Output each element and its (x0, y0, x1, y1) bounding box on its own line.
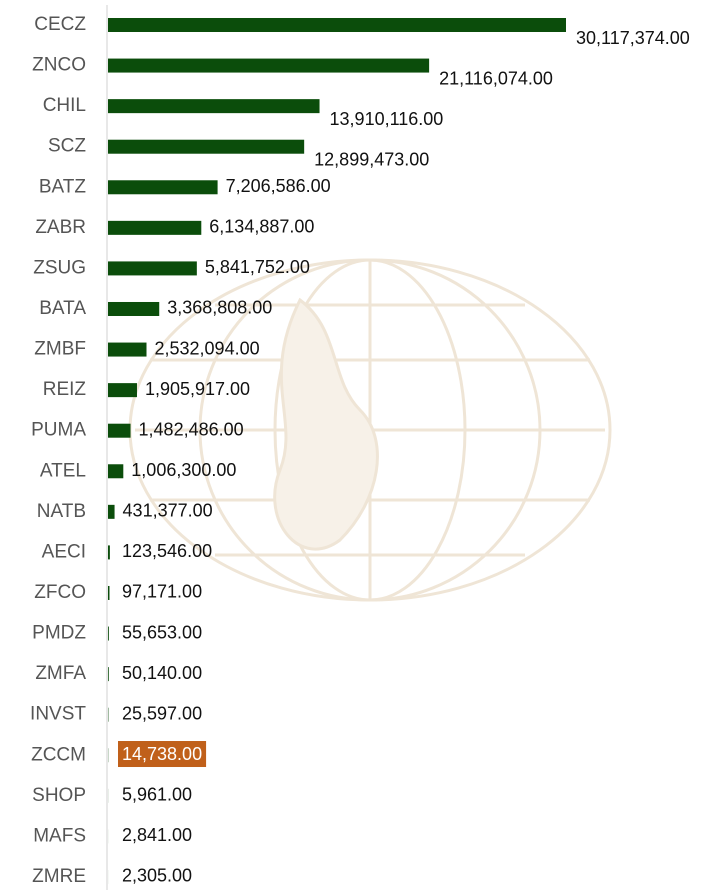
bar (108, 423, 131, 438)
bar (108, 220, 202, 235)
bar (108, 585, 110, 600)
bar (108, 342, 147, 357)
value-label: 6,134,887.00 (209, 217, 314, 237)
category-label: SCZ (48, 136, 86, 157)
category-label: INVST (30, 704, 86, 725)
bar (108, 180, 218, 195)
bar (108, 545, 110, 560)
value-label: 2,305.00 (122, 866, 192, 886)
value-label: 13,910,116.00 (330, 109, 444, 129)
category-label: ZABR (35, 217, 86, 238)
value-label: 5,961.00 (122, 785, 192, 805)
category-label: MAFS (33, 825, 86, 846)
category-label: ZMBF (34, 339, 86, 360)
value-label: 123,546.00 (122, 541, 212, 561)
value-label: 7,206,586.00 (226, 176, 331, 196)
category-label: ZNCO (32, 55, 86, 76)
bar (108, 301, 160, 316)
bar (108, 626, 109, 641)
value-label: 97,171.00 (122, 582, 202, 602)
value-label: 14,738.00 (122, 744, 202, 764)
value-label: 3,368,808.00 (167, 298, 272, 318)
value-label: 30,117,374.00 (576, 28, 690, 48)
value-label: 2,841.00 (122, 825, 192, 845)
category-label: AECI (42, 541, 86, 562)
bar (108, 504, 115, 519)
category-label: PMDZ (32, 623, 86, 644)
value-label-highlight (118, 741, 207, 768)
category-label: SHOP (32, 785, 86, 806)
category-label: BATA (39, 298, 86, 319)
category-label: CECZ (34, 14, 86, 35)
value-label: 55,653.00 (122, 622, 202, 642)
category-label: ZSUG (33, 257, 86, 278)
bar (108, 99, 320, 114)
bar (108, 261, 197, 276)
value-label: 1,006,300.00 (131, 460, 236, 480)
value-label: 5,841,752.00 (205, 257, 310, 277)
value-label: 50,140.00 (122, 663, 202, 683)
bar (108, 58, 430, 73)
value-label: 25,597.00 (122, 703, 202, 723)
value-label: 1,482,486.00 (139, 419, 244, 439)
category-label: ZFCO (34, 582, 86, 603)
category-label: PUMA (31, 420, 86, 441)
bar (108, 139, 305, 154)
value-label: 21,116,074.00 (439, 68, 553, 88)
value-label: 1,905,917.00 (145, 379, 250, 399)
value-label: 12,899,473.00 (314, 149, 429, 169)
category-label: CHIL (43, 95, 86, 116)
category-label: REIZ (43, 379, 87, 400)
category-label: ZMFA (35, 663, 86, 684)
watermark-globe (128, 258, 612, 602)
value-label: 2,532,094.00 (155, 338, 260, 358)
category-label: NATB (37, 501, 86, 522)
bar (108, 18, 566, 32)
category-label: ATEL (40, 460, 86, 481)
value-label: 431,377.00 (123, 501, 213, 521)
category-label: ZCCM (31, 744, 86, 765)
bar (108, 464, 124, 479)
bar (108, 383, 137, 398)
category-label: BATZ (39, 176, 87, 197)
bar (108, 667, 109, 682)
category-label: ZMRE (32, 866, 86, 887)
